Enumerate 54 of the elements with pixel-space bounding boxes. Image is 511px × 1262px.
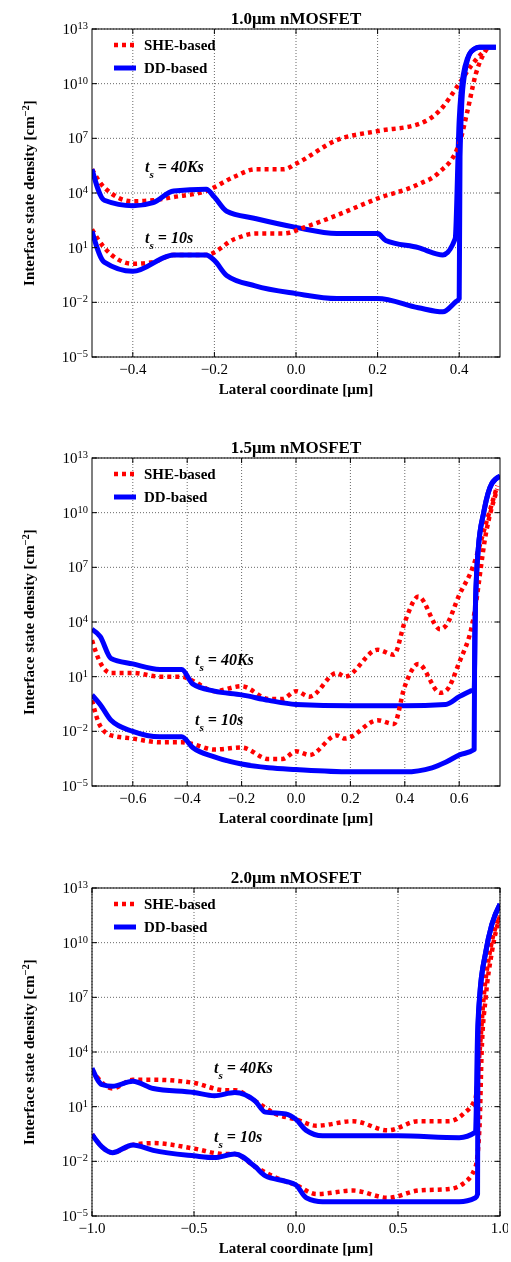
y-tick-label: 10$^{−2}$ [61, 292, 88, 311]
y-tick-label: 10$^{7}$ [67, 557, 88, 576]
y-tick-label: 10$^{−5}$ [61, 347, 88, 365]
y-tick-label: 10$^{10}$ [62, 503, 88, 521]
y-tick-label: 10$^{−2}$ [61, 721, 88, 740]
y-tick-label: 10$^{4}$ [67, 1042, 89, 1060]
x-tick-label: 0.2 [341, 790, 360, 806]
annotation: t$_{s}$ = 40Ks [145, 158, 204, 180]
y-tick-label: 10$^{13}$ [62, 448, 88, 466]
x-tick-label: 0.5 [388, 1220, 408, 1236]
y-tick-label: 10$^{1}$ [67, 238, 88, 256]
x-axis-title: Lateral coordinate [μm] [218, 1240, 374, 1256]
y-tick-label: 10$^{1}$ [67, 667, 88, 685]
x-tick-label: 0.4 [449, 361, 470, 377]
annotation: t$_{s}$ = 10s [214, 1128, 263, 1150]
x-axis-title: Lateral coordinate [μm] [218, 810, 374, 826]
x-tick-label: 0.0 [286, 361, 306, 377]
x-tick-label: 0.4 [395, 790, 415, 806]
annotation: t$_{s}$ = 10s [195, 711, 244, 733]
y-tick-label: 10$^{4}$ [67, 183, 89, 201]
x-tick-label: 0.2 [368, 361, 387, 377]
x-tick-label: −0.2 [200, 361, 229, 377]
annotation: t$_{s}$ = 40Ks [195, 651, 254, 673]
y-tick-label: 10$^{10}$ [62, 933, 88, 951]
x-tick-label: −0.6 [119, 790, 147, 806]
x-tick-label: −0.2 [227, 790, 256, 806]
x-tick-label: 0.0 [286, 790, 306, 806]
chart-title: 1.0μm nMOSFET [230, 9, 362, 28]
x-tick-label: −0.5 [180, 1220, 208, 1236]
chart-title: 1.5μm nMOSFET [230, 438, 362, 457]
annotation: t$_{s}$ = 40Ks [214, 1059, 273, 1081]
y-tick-label: 10$^{7}$ [67, 128, 88, 147]
y-tick-label: 10$^{7}$ [67, 987, 88, 1006]
y-tick-label: 10$^{13}$ [62, 19, 88, 37]
y-tick-label: 10$^{−2}$ [61, 1151, 88, 1170]
x-tick-label: −0.4 [173, 790, 202, 806]
y-tick-label: 10$^{13}$ [62, 878, 88, 896]
x-tick-label: −0.4 [119, 361, 147, 377]
legend-label: DD-based [144, 919, 208, 935]
legend-label: DD-based [144, 489, 208, 505]
y-tick-label: 10$^{10}$ [62, 74, 88, 92]
y-tick-label: 10$^{1}$ [67, 1097, 88, 1115]
x-tick-label: 0.6 [449, 790, 470, 806]
x-tick-label: 1.0 [490, 1220, 510, 1236]
y-tick-label: 10$^{4}$ [67, 612, 89, 630]
chart-title: 2.0μm nMOSFET [230, 868, 362, 887]
x-tick-label: 0.0 [286, 1220, 306, 1236]
x-axis-title: Lateral coordinate [μm] [218, 381, 374, 397]
annotation: t$_{s}$ = 10s [145, 229, 194, 251]
legend-label: SHE-based [144, 37, 217, 53]
legend-label: SHE-based [144, 466, 217, 482]
legend-label: SHE-based [144, 896, 217, 912]
legend-label: DD-based [144, 60, 208, 76]
y-tick-label: 10$^{−5}$ [61, 776, 88, 794]
